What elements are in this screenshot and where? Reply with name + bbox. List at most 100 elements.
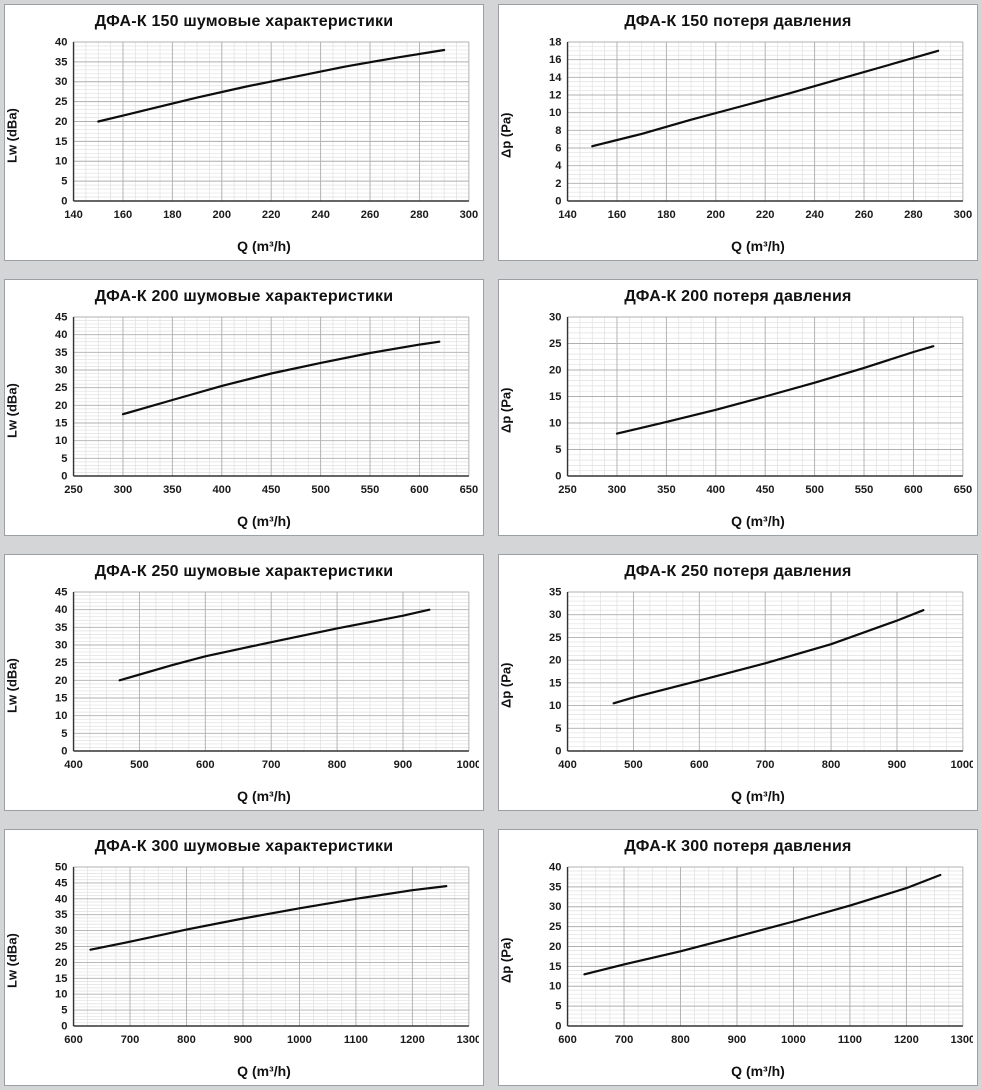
- svg-text:180: 180: [163, 209, 182, 221]
- svg-text:25: 25: [55, 657, 67, 669]
- svg-text:160: 160: [608, 209, 627, 221]
- svg-text:35: 35: [55, 622, 67, 634]
- svg-text:1000: 1000: [287, 1034, 312, 1046]
- svg-text:400: 400: [558, 759, 577, 771]
- svg-text:250: 250: [64, 484, 83, 496]
- svg-text:6: 6: [555, 143, 561, 155]
- svg-text:10: 10: [549, 107, 561, 119]
- svg-text:240: 240: [311, 209, 330, 221]
- svg-text:35: 35: [55, 909, 67, 921]
- svg-text:900: 900: [888, 759, 907, 771]
- x-axis-label: Q (m³/h): [731, 788, 785, 804]
- svg-text:25: 25: [549, 632, 561, 644]
- svg-text:300: 300: [460, 209, 479, 221]
- svg-text:50: 50: [55, 862, 67, 874]
- svg-text:300: 300: [608, 484, 627, 496]
- svg-text:20: 20: [55, 957, 67, 969]
- svg-text:160: 160: [114, 209, 133, 221]
- svg-text:10: 10: [55, 989, 67, 1001]
- svg-text:30: 30: [55, 365, 67, 377]
- plot-area: Lw (dBa) 0 5 10 15 20 25 30 35 40 45 400 500 600 700 8…: [4, 585, 479, 786]
- line-chart: 0 5 10 15 20 25 30 35 40 45 400 500 600 700 800 900 1000: [55, 587, 479, 771]
- svg-text:25: 25: [549, 338, 561, 350]
- x-axis-label: Q (m³/h): [237, 1063, 291, 1079]
- svg-text:1300: 1300: [950, 1034, 973, 1046]
- svg-text:35: 35: [549, 881, 561, 893]
- svg-text:10: 10: [549, 418, 561, 430]
- svg-text:10: 10: [55, 156, 67, 168]
- y-axis-label: Δp (Pa): [498, 112, 514, 159]
- chart-panel-dfak300-noise: ДФА-К 300 шумовые характеристики Lw (dBa…: [4, 829, 484, 1086]
- svg-text:900: 900: [728, 1034, 747, 1046]
- svg-text:15: 15: [55, 973, 67, 985]
- line-chart: 0 5 10 15 20 25 30 35 40 140 160 180 200 220 240 260 280…: [55, 37, 479, 221]
- svg-text:800: 800: [822, 759, 841, 771]
- line-chart: 0 5 10 15 20 25 30 35 40 600 700 800 900 1000 1100 1200…: [549, 862, 973, 1046]
- chart-title: ДФА-К 200 шумовые характеристики: [94, 288, 394, 305]
- svg-text:220: 220: [756, 209, 775, 221]
- svg-text:700: 700: [615, 1034, 634, 1046]
- plot-area: Lw (dBa) 0 5 10 15 20 25 30 35 40 45 50 600 700 800 90…: [4, 860, 479, 1061]
- svg-text:2: 2: [555, 178, 561, 190]
- svg-text:15: 15: [55, 693, 67, 705]
- svg-text:8: 8: [555, 125, 561, 137]
- plot-area: Δp (Pa) 0 2 4 6 8 10 12 14 16 18 140 160 180 200 220 24…: [498, 35, 973, 236]
- svg-text:30: 30: [549, 609, 561, 621]
- plot-area: Lw (dBa) 0 5 10 15 20 25 30 35 40 45 250 300 350 400 4…: [5, 310, 479, 511]
- svg-text:20: 20: [549, 655, 561, 667]
- svg-text:1200: 1200: [400, 1034, 425, 1046]
- chart-title: ДФА-К 150 шумовые характеристики: [94, 13, 394, 30]
- svg-text:300: 300: [954, 209, 973, 221]
- svg-text:10: 10: [549, 700, 561, 712]
- svg-text:5: 5: [61, 453, 67, 465]
- svg-text:200: 200: [212, 209, 231, 221]
- svg-text:35: 35: [549, 587, 561, 599]
- plot-area: Δp (Pa) 0 5 10 15 20 25 30 35 400 500 600 700 800 900…: [499, 585, 973, 786]
- svg-text:250: 250: [558, 484, 577, 496]
- svg-text:650: 650: [460, 484, 479, 496]
- svg-text:350: 350: [657, 484, 676, 496]
- svg-text:30: 30: [549, 312, 561, 324]
- svg-text:30: 30: [55, 640, 67, 652]
- svg-text:900: 900: [394, 759, 413, 771]
- svg-text:25: 25: [55, 96, 67, 108]
- y-axis-label: Lw (dBa): [4, 933, 20, 988]
- y-axis-label: Δp (Pa): [498, 937, 514, 984]
- chart-title: ДФА-К 250 шумовые характеристики: [94, 563, 394, 580]
- svg-text:5: 5: [555, 1001, 561, 1013]
- svg-text:700: 700: [756, 759, 775, 771]
- x-axis-label: Q (m³/h): [237, 238, 291, 254]
- y-axis-label: Δp (Pa): [498, 387, 514, 434]
- chart-panel-dfak300-pressure: ДФА-К 300 потеря давления Δp (Pa) 0 5 10 15…: [498, 829, 978, 1086]
- svg-text:5: 5: [555, 444, 561, 456]
- svg-text:0: 0: [555, 1021, 561, 1033]
- svg-text:20: 20: [549, 365, 561, 377]
- line-chart: 0 5 10 15 20 25 30 35 40 45 50 600 700 800 900 1000 1100…: [55, 862, 479, 1046]
- svg-text:20: 20: [55, 116, 67, 128]
- chart-panel-dfak250-pressure: ДФА-К 250 потеря давления Δp (Pa) 0 5 10 15…: [498, 554, 978, 811]
- svg-text:5: 5: [61, 176, 67, 188]
- chart-title: ДФА-К 300 шумовые характеристики: [94, 838, 394, 855]
- svg-text:20: 20: [549, 941, 561, 953]
- svg-text:800: 800: [328, 759, 347, 771]
- svg-text:1100: 1100: [344, 1034, 368, 1046]
- svg-text:350: 350: [163, 484, 182, 496]
- svg-text:500: 500: [805, 484, 824, 496]
- svg-text:45: 45: [55, 587, 67, 599]
- x-axis-label: Q (m³/h): [237, 788, 291, 804]
- svg-text:600: 600: [196, 759, 215, 771]
- chart-panel-dfak150-noise: ДФА-К 150 шумовые характеристики Lw (dBa…: [4, 4, 484, 261]
- svg-text:30: 30: [55, 925, 67, 937]
- svg-text:800: 800: [177, 1034, 196, 1046]
- svg-text:280: 280: [410, 209, 429, 221]
- svg-text:0: 0: [61, 471, 67, 483]
- svg-text:0: 0: [555, 746, 561, 758]
- svg-text:15: 15: [55, 418, 67, 430]
- svg-text:0: 0: [61, 1021, 67, 1033]
- x-axis-label: Q (m³/h): [731, 513, 785, 529]
- svg-text:40: 40: [55, 893, 67, 905]
- svg-text:40: 40: [55, 329, 67, 341]
- y-axis-label: Lw (dBa): [4, 658, 20, 713]
- svg-text:400: 400: [212, 484, 231, 496]
